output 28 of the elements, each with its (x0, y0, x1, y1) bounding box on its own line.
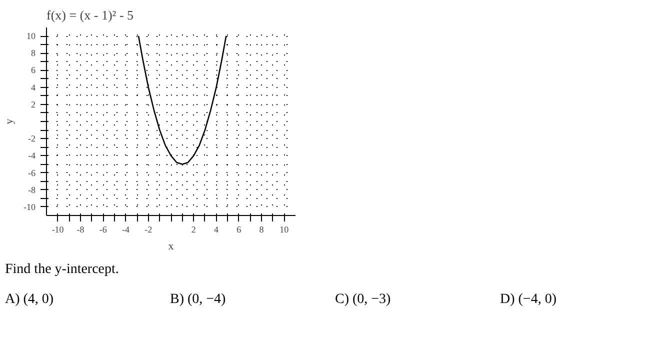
text: B) (0, −4) (170, 291, 226, 309)
y-tick-label: -4 (28, 150, 36, 161)
x-tick-label: -8 (76, 224, 85, 234)
y-tick-label: -6 (28, 168, 36, 178)
y-tick-label: 8 (31, 48, 36, 58)
y-tick-label: -10 (24, 202, 36, 212)
x-tick-label: -6 (99, 224, 108, 234)
x-tick-label: -2 (144, 224, 152, 234)
x-tick-label: 2 (191, 224, 196, 234)
y-tick-label: 6 (31, 65, 36, 76)
y-tick-label: 2 (31, 99, 36, 110)
x-tick-label: 10 (280, 224, 290, 234)
chart-title: f(x) = (x - 1)² - 5 (46, 8, 134, 22)
text: C) (0, −3) (335, 291, 391, 309)
y-tick-label: 10 (26, 31, 36, 42)
x-tick-label: 4 (214, 224, 220, 234)
y-axis-title: y (4, 118, 16, 124)
x-tick-label: 8 (259, 224, 264, 234)
y-tick-label: -2 (28, 134, 36, 144)
text: D) (−4, 0) (500, 291, 556, 309)
text: A) (4, 0) (5, 291, 54, 309)
text: Find the y-intercept. (5, 261, 119, 279)
x-tick-label: 6 (236, 224, 242, 234)
y-tick-label: 4 (31, 82, 36, 92)
x-tick-label: -4 (122, 224, 130, 234)
x-axis-title: x (168, 240, 174, 252)
x-tick-label: -10 (52, 224, 64, 234)
y-tick-label: -8 (28, 184, 36, 195)
